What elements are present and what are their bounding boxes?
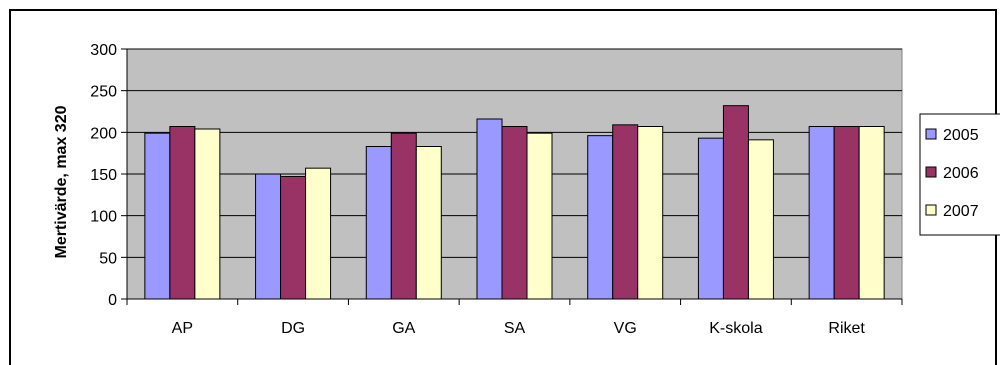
bar-sa-2005	[476, 118, 503, 300]
bar-vg-2006	[612, 124, 639, 300]
y-tick-label: 300	[90, 42, 117, 59]
y-tick-label: 150	[90, 167, 117, 184]
bar-dg-2007	[305, 167, 332, 300]
x-category-label: DG	[281, 320, 305, 337]
legend-items: 2005 2006 2007	[925, 127, 979, 220]
bar-sa-2007	[526, 132, 553, 300]
bar-riket-2007	[858, 126, 885, 300]
bar-k-skola-2007	[747, 139, 774, 300]
y-tick-label: 0	[108, 292, 117, 309]
bar-riket-2006	[833, 126, 860, 300]
bar-ap-2006	[169, 126, 196, 300]
bar-ap-2005	[144, 132, 171, 300]
x-category-label: K-skola	[709, 320, 762, 337]
bar-vg-2005	[587, 135, 614, 300]
y-tick-label: 250	[90, 84, 117, 101]
legend-label-2006: 2006	[943, 165, 979, 182]
legend-label-2007: 2007	[943, 203, 979, 220]
bar-ga-2007	[415, 146, 442, 300]
bar-sa-2006	[501, 126, 528, 300]
bar-k-skola-2005	[697, 137, 724, 300]
y-tick-label: 100	[90, 209, 117, 226]
legend: 2005 2006 2007	[919, 113, 1000, 236]
legend-swatch-2007	[925, 204, 937, 216]
y-axis-title: Mertivärde, max 320	[53, 105, 70, 258]
legend-swatch-2005	[925, 128, 937, 140]
x-category-labels: AP DG GA SA VG K-skola Riket	[172, 320, 866, 337]
x-category-label: SA	[504, 320, 526, 337]
bar-dg-2005	[255, 173, 282, 300]
x-category-label: Riket	[828, 320, 865, 337]
x-category-label: GA	[392, 320, 415, 337]
bar-ap-2007	[194, 128, 221, 300]
bar-vg-2007	[637, 126, 664, 300]
bar-k-skola-2006	[722, 105, 749, 300]
legend-label-2005: 2005	[943, 127, 979, 144]
x-category-label: AP	[172, 320, 193, 337]
bar-dg-2006	[280, 176, 307, 300]
axes	[121, 48, 903, 305]
legend-swatch-2006	[925, 166, 937, 178]
x-category-label: VG	[614, 320, 637, 337]
bar-riket-2005	[808, 126, 835, 300]
y-tick-label: 50	[99, 250, 117, 267]
bar-ga-2006	[390, 132, 417, 300]
y-tick-label: 200	[90, 125, 117, 142]
bar-ga-2005	[365, 146, 392, 300]
y-tick-labels: 0 50 100 150 200 250 300	[90, 42, 117, 309]
